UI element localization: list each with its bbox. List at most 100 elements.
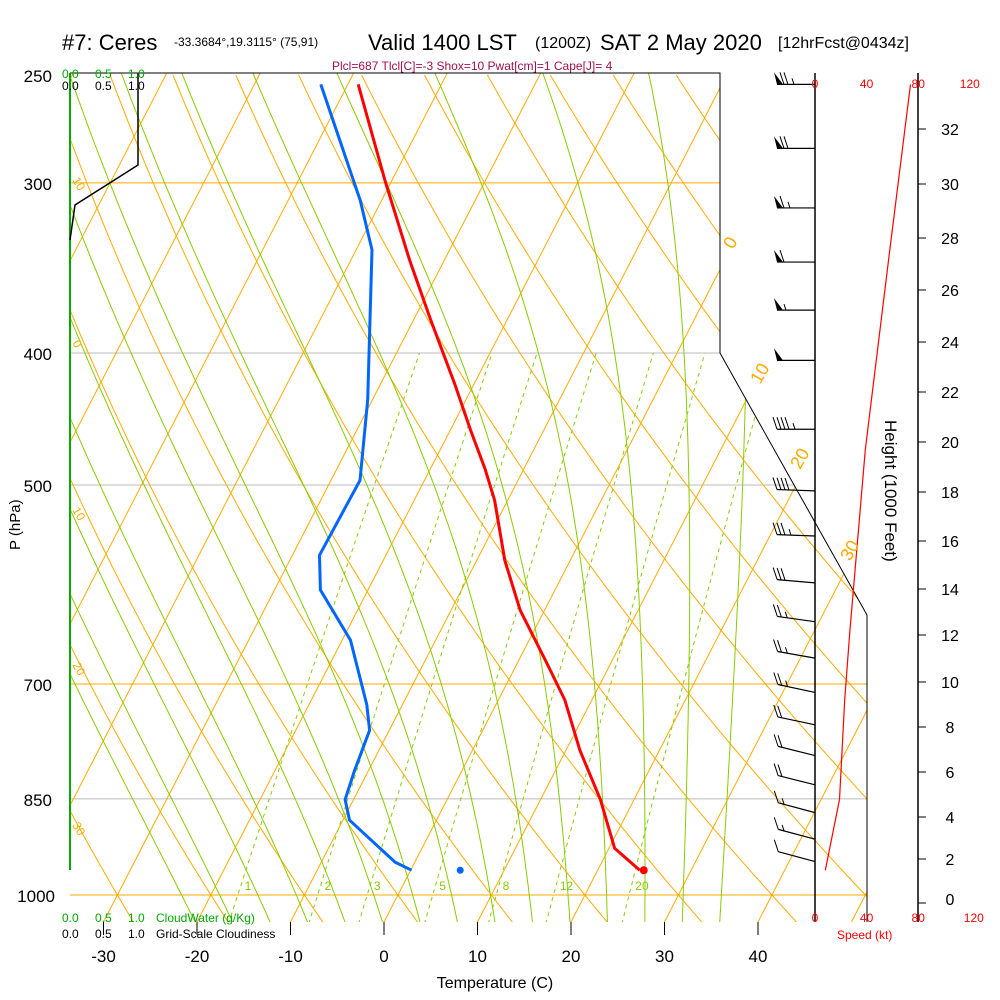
- barb-pennant: [774, 250, 783, 263]
- pressure-tick-label: 850: [24, 791, 52, 810]
- wind-barb: [774, 348, 815, 361]
- barb-feather: [779, 72, 785, 85]
- barb-feather: [780, 522, 786, 536]
- wind-barb: [772, 477, 816, 492]
- moist-adiabat: [177, 73, 496, 922]
- barb-pennant: [774, 136, 783, 149]
- isotherm: [70, 73, 360, 922]
- barb-staff: [777, 683, 816, 694]
- isotherm: [70, 73, 266, 922]
- dry-adiabat: [298, 74, 867, 922]
- wind-barb: [774, 136, 815, 149]
- barb-feather: [780, 417, 786, 430]
- surface-dewpoint-marker: [456, 866, 464, 874]
- barb-feather: [784, 417, 790, 430]
- height-tick-label: 22: [941, 385, 959, 402]
- barb-feather: [779, 136, 785, 149]
- utc-time: (1200Z): [535, 35, 591, 52]
- speed-tick-top: 120: [960, 77, 980, 91]
- barb-half-feather: [783, 303, 787, 311]
- isotherm: [756, 73, 867, 922]
- x-tick-label: 30: [655, 947, 674, 966]
- dry-adiabat: [172, 74, 704, 922]
- moist-adiabat: [248, 73, 534, 922]
- speed-tick-top: 0: [812, 77, 819, 91]
- barb-half-feather: [785, 680, 789, 687]
- pressure-tick-label: 1000: [17, 887, 55, 906]
- wind-barb: [774, 195, 815, 209]
- dry-adiabat: [70, 74, 325, 922]
- moist-adiabat: [331, 73, 571, 922]
- height-tick-label: 26: [941, 283, 959, 300]
- dry-adiabat: [70, 74, 515, 922]
- mixing-ratio-label: 3: [374, 879, 381, 893]
- wind-barb: [773, 839, 816, 863]
- mixing-ratio-line: [227, 352, 420, 922]
- isotherm: [102, 73, 547, 922]
- wind-barb: [774, 249, 815, 263]
- barb-feather: [773, 817, 779, 830]
- dry-adiabat: [70, 74, 420, 922]
- pressure-axis-title: P (hPa): [7, 499, 24, 550]
- x-tick-label: 10: [468, 947, 487, 966]
- dry-adiabat: [70, 74, 135, 922]
- dry-adiabat: [424, 74, 867, 922]
- theta-label: 20: [69, 660, 88, 679]
- x-tick-label: -10: [278, 947, 303, 966]
- isotherm-label: 10: [746, 360, 773, 387]
- wind-barb: [773, 704, 816, 726]
- height-tick-label: 0: [946, 892, 955, 909]
- dewpoint-line: [317, 83, 413, 872]
- mixing-ratio-line: [308, 352, 493, 922]
- forecast-info: [12hrFcst@0434z]: [778, 35, 909, 52]
- height-tick-label: 10: [941, 675, 959, 692]
- isotherm: [663, 73, 867, 922]
- wind-barb: [773, 817, 816, 840]
- theta-label: 10: [69, 505, 88, 524]
- isotherm-label: 20: [786, 445, 813, 472]
- barb-feather: [780, 477, 786, 491]
- valid-time: Valid 1400 LST: [368, 30, 517, 55]
- wind-barb: [774, 298, 815, 311]
- height-tick-label: 24: [941, 335, 959, 352]
- barb-feather: [772, 477, 778, 490]
- barb-half-feather: [792, 423, 796, 430]
- x-tick-label: -30: [91, 947, 116, 966]
- barb-feather: [777, 735, 783, 748]
- moist-adiabat: [70, 73, 421, 922]
- wind-barb: [772, 567, 816, 584]
- barb-pennant: [774, 298, 783, 311]
- pressure-tick-label: 500: [24, 477, 52, 496]
- x-tick-label: -20: [185, 947, 210, 966]
- speed-tick-bottom: 40: [860, 911, 874, 925]
- isotherm: [476, 73, 867, 922]
- x-tick-label: 0: [379, 947, 388, 966]
- surface-temperature-marker: [639, 866, 648, 875]
- background-lines: [70, 73, 1000, 924]
- barb-feather: [777, 705, 783, 718]
- theta-label: 30: [69, 820, 88, 839]
- isotherm: [850, 73, 867, 922]
- barb-staff: [777, 650, 816, 659]
- barb-feather: [772, 417, 778, 430]
- cloudiness-profile: [69, 73, 139, 241]
- height-tick-label: 20: [941, 435, 959, 452]
- dry-adiabat: [991, 75, 1000, 924]
- barb-half-feather: [791, 78, 795, 85]
- dry-adiabat: [549, 74, 867, 922]
- height-tick-label: 16: [941, 534, 959, 551]
- barb-feather: [772, 604, 778, 617]
- moist-adiabat: [117, 73, 459, 922]
- barb-staff: [777, 615, 816, 623]
- barb-half-feather: [787, 201, 791, 209]
- x-axis-title: Temperature (C): [437, 975, 553, 992]
- moist-adiabat: [70, 73, 197, 922]
- barb-pennant: [774, 72, 783, 85]
- theta-label: 10: [69, 175, 88, 194]
- mixing-ratio-label: 12: [560, 879, 574, 893]
- height-tick-label: 32: [941, 122, 959, 139]
- cloud-top-tick: 0.5: [95, 79, 112, 93]
- pressure-tick-label: 700: [24, 676, 52, 695]
- barb-staff: [777, 745, 816, 757]
